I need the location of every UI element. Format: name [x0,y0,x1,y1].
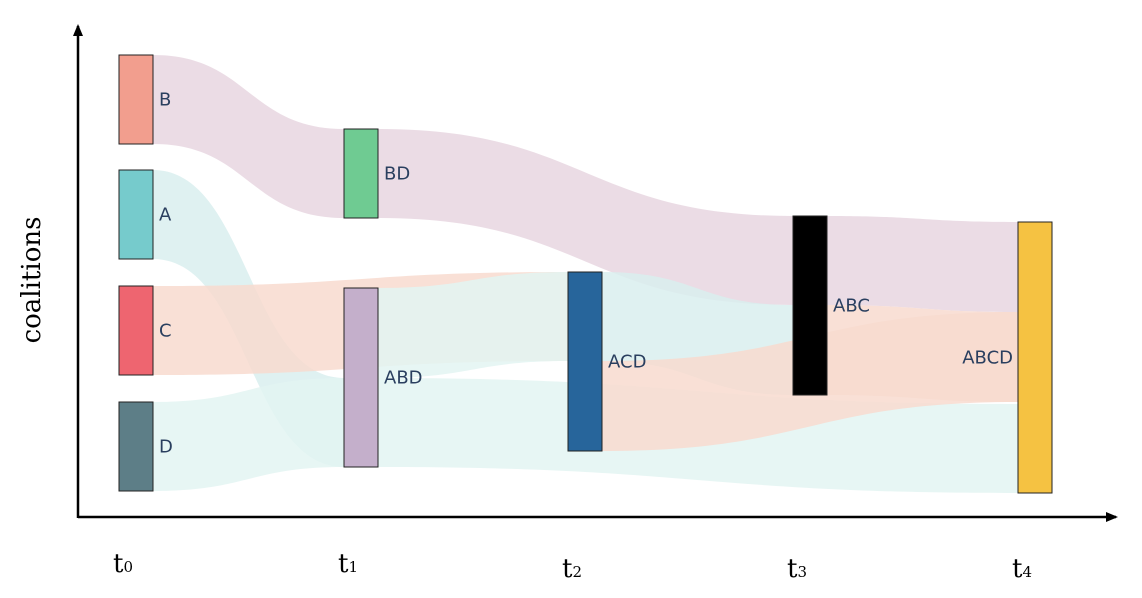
y-axis-title: coalitions [17,217,47,344]
time-step-base-1: t [338,549,349,579]
time-axis-labels: t0 t1 t2 t3 t4 [113,549,1032,584]
time-step-label-4: t4 [1012,554,1032,584]
node-label-a: A [159,205,172,226]
time-step-label-2: t2 [562,554,582,584]
time-step-sub-3: 3 [797,563,807,581]
link-abc-to-abcd [827,216,1018,312]
node-label-abd: ABD [384,368,423,389]
node-abcd [1017,221,1053,494]
links-layer [153,55,1018,493]
link-b-to-bd [153,55,344,218]
time-step-label-0: t0 [113,549,133,579]
node-abc [792,215,828,396]
link-abc-to-abcd [827,305,1018,402]
time-step-label-1: t1 [338,549,358,579]
time-step-base-4: t [1012,554,1023,584]
node-abd [343,287,379,468]
node-d [118,401,154,492]
node-label-abc: ABC [833,296,870,317]
time-step-sub-0: 0 [123,558,133,576]
node-label-d: D [159,437,173,458]
node-a [118,169,154,260]
link-bd-to-abc [378,129,793,305]
node-label-abcd: ABCD [962,348,1013,369]
node-c [118,285,154,376]
node-b [118,54,154,145]
node-label-b: B [159,90,171,111]
time-step-base-2: t [562,554,573,584]
time-step-label-3: t3 [787,554,807,584]
time-step-base-3: t [787,554,798,584]
node-acd [567,271,603,452]
time-step-sub-2: 2 [572,563,582,581]
time-step-base-0: t [113,549,124,579]
node-label-acd: ACD [608,352,646,373]
link-abd-to-acd [378,272,568,378]
time-step-sub-4: 4 [1022,563,1032,581]
time-step-sub-1: 1 [348,558,358,576]
link-d-to-abd [153,378,344,491]
node-label-c: C [159,321,172,342]
node-label-bd: BD [384,164,410,185]
node-bd [343,128,379,219]
